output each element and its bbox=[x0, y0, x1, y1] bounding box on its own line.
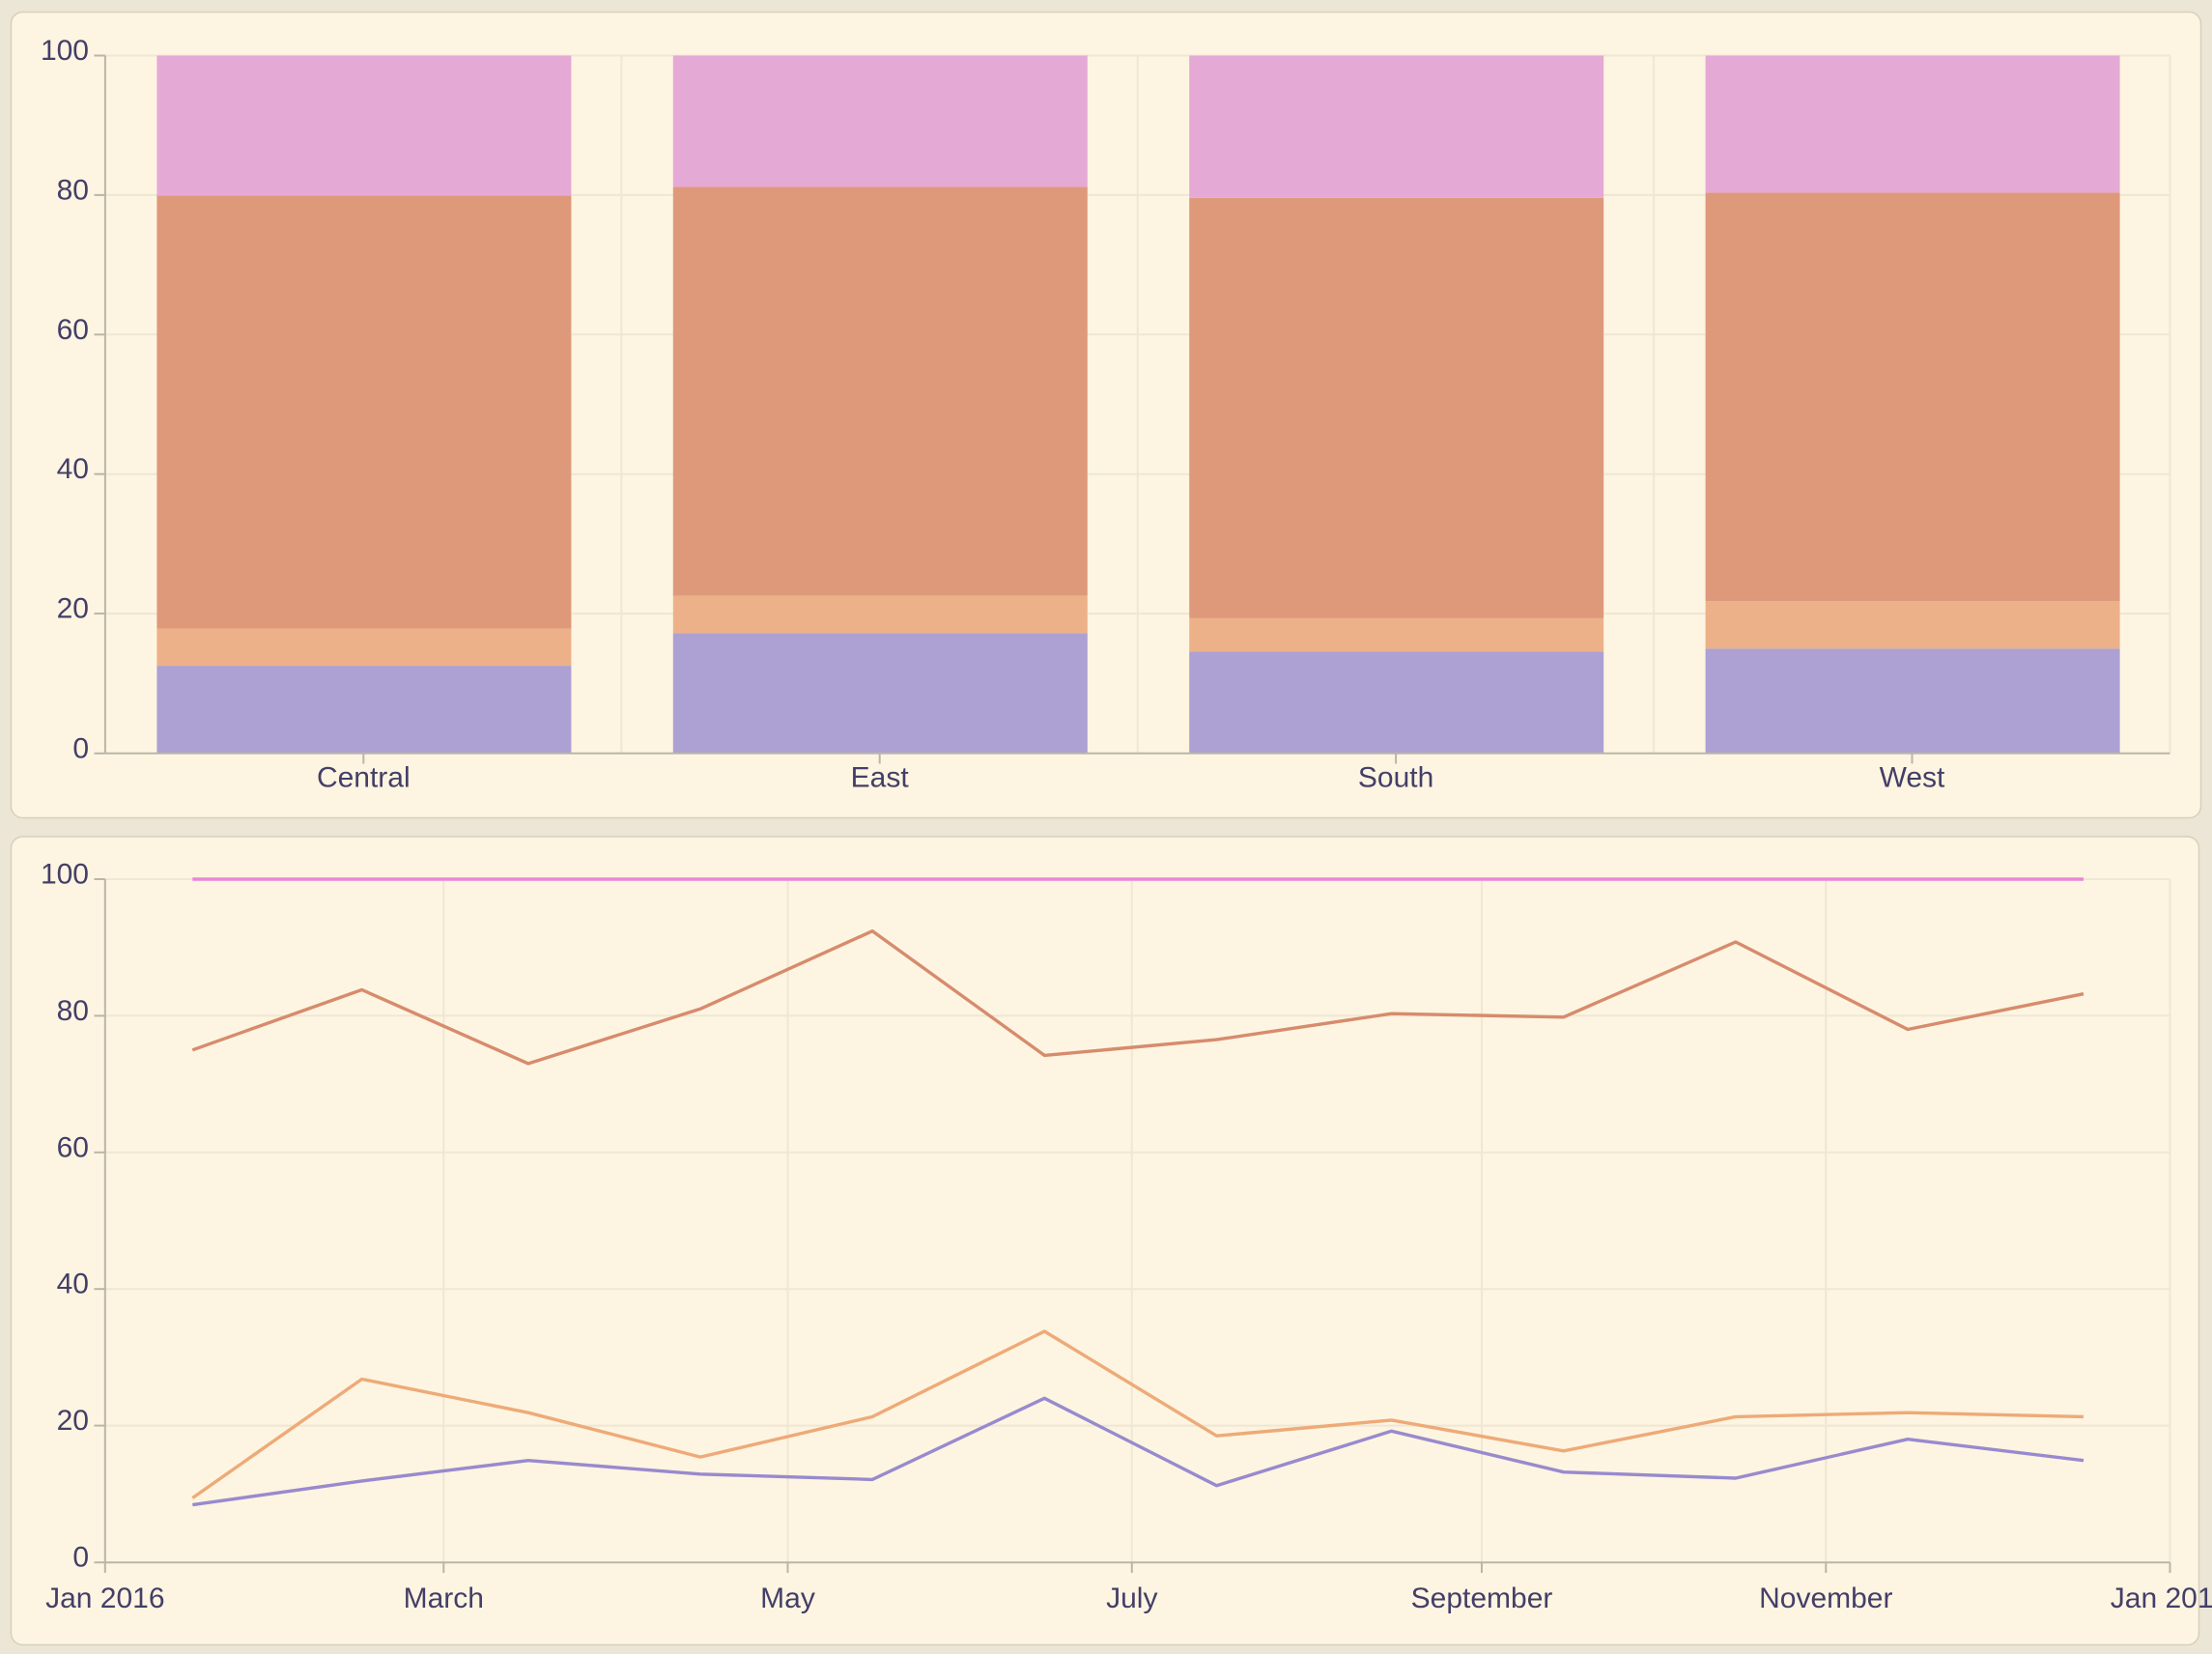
svg-text:March: March bbox=[404, 1583, 484, 1614]
svg-text:20: 20 bbox=[57, 1405, 89, 1437]
svg-text:40: 40 bbox=[57, 1269, 89, 1300]
svg-text:May: May bbox=[760, 1583, 815, 1614]
svg-text:0: 0 bbox=[72, 732, 89, 764]
svg-text:West: West bbox=[1880, 762, 1945, 794]
svg-text:Central: Central bbox=[317, 762, 411, 794]
svg-text:60: 60 bbox=[57, 1131, 89, 1163]
svg-text:80: 80 bbox=[57, 995, 89, 1027]
svg-text:40: 40 bbox=[57, 453, 89, 485]
svg-text:100: 100 bbox=[41, 35, 89, 67]
svg-text:0: 0 bbox=[72, 1542, 89, 1574]
svg-text:Jan 2017: Jan 2017 bbox=[2111, 1583, 2212, 1614]
svg-text:Jan 2016: Jan 2016 bbox=[45, 1583, 164, 1614]
svg-text:80: 80 bbox=[57, 174, 89, 206]
svg-text:100: 100 bbox=[41, 859, 89, 891]
svg-text:60: 60 bbox=[57, 314, 89, 346]
svg-text:20: 20 bbox=[57, 593, 89, 625]
svg-text:July: July bbox=[1106, 1583, 1157, 1614]
svg-text:November: November bbox=[1759, 1583, 1892, 1614]
svg-text:South: South bbox=[1358, 762, 1433, 794]
svg-text:East: East bbox=[851, 762, 910, 794]
svg-text:September: September bbox=[1411, 1583, 1553, 1614]
